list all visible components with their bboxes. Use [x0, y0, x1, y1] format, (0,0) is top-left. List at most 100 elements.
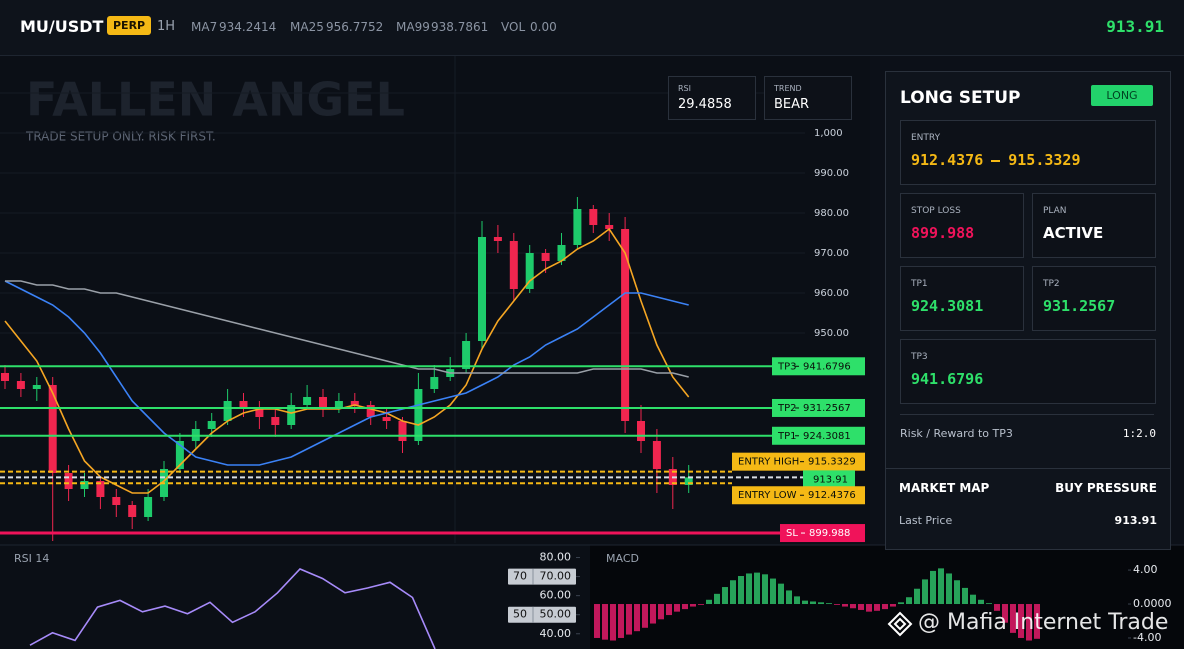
watermark: @ Mafia Internet Trade: [918, 610, 1169, 635]
macd-bar: [882, 604, 888, 610]
macd-bar: [898, 602, 904, 605]
chart-subtitle: TRADE SETUP ONLY. RISK FIRST.: [25, 130, 216, 144]
level-tag: [732, 452, 865, 471]
macd-bar: [658, 604, 664, 620]
badge[interactable]: PERP: [107, 16, 152, 35]
level-name: TP3: [777, 361, 797, 372]
indicator-value: 938.7861: [431, 20, 489, 34]
candle-body: [414, 389, 423, 441]
separator: [991, 159, 1001, 162]
candle-body: [366, 405, 375, 417]
indicator-value: 934.2414: [219, 20, 277, 34]
candle-body: [430, 377, 439, 389]
level-name: TP2: [777, 403, 797, 414]
candle-body: [112, 497, 121, 505]
sl-card: STOP LOSS 899.988: [900, 193, 1024, 258]
ma-line: [4, 280, 689, 466]
level-name: SL: [786, 528, 798, 539]
candle-body: [605, 225, 614, 229]
rsi-stat: RSI 29.4858: [668, 76, 756, 120]
y-tick-label-boxed: 70.00: [540, 570, 572, 583]
macd-bar: [866, 604, 872, 612]
ma-line: [5, 280, 689, 378]
row-label: Last Price: [899, 514, 953, 527]
macd-bar: [890, 604, 896, 607]
macd-bar: [1034, 604, 1040, 639]
candle-body: [462, 341, 471, 369]
entry-low: 912.4376: [911, 151, 984, 169]
band-box: [508, 606, 576, 623]
volume-value: 0.00: [530, 20, 557, 34]
symbol: MU/USDT: [20, 17, 104, 36]
rr-label: Risk / Reward to TP3: [900, 427, 1013, 440]
macd-bar: [834, 604, 840, 605]
macd-bar: [754, 572, 760, 605]
y-tick-label: 960.00: [814, 288, 849, 299]
macd-bar: [994, 604, 1000, 611]
y-tick-label-boxed: 50.00: [540, 608, 572, 621]
macd-title: MACD: [606, 552, 639, 565]
candle-body: [303, 397, 312, 405]
candle-body: [80, 481, 89, 489]
macd-bar: [1026, 604, 1032, 641]
macd-bar: [922, 579, 928, 605]
band-label: 70: [513, 570, 527, 583]
chart-title: FALLEN ANGEL: [26, 73, 405, 127]
tp2-card: TP2 931.2567: [1032, 266, 1156, 331]
rsi-pane: [0, 545, 590, 649]
market-status: BUY PRESSURE: [1055, 481, 1157, 495]
entry-high: 915.3329: [1008, 151, 1081, 169]
macd-bar: [978, 599, 984, 605]
y-tick-label: 980.00: [814, 208, 849, 219]
level-name: ENTRY LOW: [738, 490, 797, 501]
macd-bar: [602, 604, 608, 640]
candle-body: [239, 401, 248, 409]
macd-bar: [938, 568, 944, 605]
candle-body: [541, 253, 550, 261]
macd-bar: [722, 587, 728, 605]
card-value: 941.6796: [911, 370, 984, 388]
level-value: 931.2567: [803, 403, 851, 414]
candle-body: [64, 473, 73, 489]
macd-bar: [778, 583, 784, 605]
tp1-card: TP1 924.3081: [900, 266, 1024, 331]
y-tick-label: 990.00: [814, 168, 849, 179]
level-name: TP1: [777, 431, 797, 442]
macd-bar: [650, 604, 656, 624]
macd-bar: [826, 603, 832, 605]
level-value: 941.6796: [803, 361, 851, 372]
stat-value: 29.4858: [678, 97, 732, 112]
card-label: TP3: [911, 352, 928, 362]
macd-bar: [914, 588, 920, 605]
indicator-label: MA99: [396, 20, 430, 34]
macd-bar: [674, 604, 680, 612]
indicator-label: MA25: [290, 20, 324, 34]
candle-body: [255, 409, 264, 417]
volume-label: VOL: [501, 20, 526, 34]
macd-bar: [682, 604, 688, 610]
level-value: 915.3329: [808, 457, 856, 468]
side-badge[interactable]: LONG: [1091, 85, 1153, 106]
macd-bar: [698, 604, 704, 605]
entry-range: 912.4376 915.3329: [911, 151, 1081, 169]
candle-body: [525, 253, 534, 289]
interval[interactable]: 1H: [157, 19, 176, 34]
macd-bar: [786, 590, 792, 605]
y-tick-label: 950.00: [814, 328, 849, 339]
level-tag: [772, 426, 865, 445]
macd-bar: [874, 604, 880, 611]
macd-bar: [930, 570, 936, 605]
macd-bar: [642, 604, 648, 628]
level-value: 899.988: [809, 528, 850, 539]
candle-body: [493, 237, 502, 241]
macd-bar: [802, 600, 808, 605]
y-tick-label: 1,000: [814, 128, 843, 139]
card-label: ENTRY: [911, 133, 941, 143]
y-tick-label: 60.00: [540, 589, 572, 602]
band-box: [508, 568, 576, 585]
tp3-card: TP3 941.6796: [900, 339, 1156, 404]
macd-bar: [594, 604, 600, 638]
macd-bar: [1018, 604, 1024, 638]
candle-body: [637, 421, 645, 441]
